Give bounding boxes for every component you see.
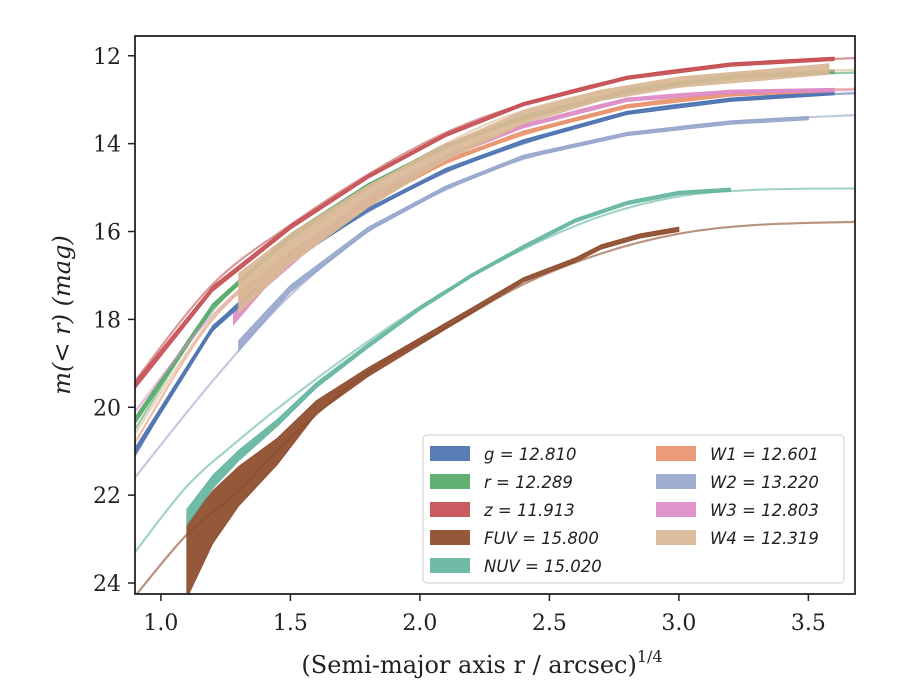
legend-label: r = 12.289 [484, 473, 573, 492]
legend-label: W1 = 12.601 [710, 445, 819, 464]
series-nuv [135, 187, 855, 553]
y-tick-label: 16 [93, 221, 121, 246]
series-w2-band [238, 115, 809, 353]
legend-item-g: g = 12.810 [430, 445, 577, 464]
legend-label: NUV = 15.020 [484, 557, 602, 576]
legend-swatch [656, 530, 696, 545]
x-tick-label: 1.5 [273, 611, 308, 636]
legend-label: g = 12.810 [484, 445, 577, 464]
legend-label: z = 11.913 [483, 501, 575, 520]
x-tick-label: 2.0 [402, 611, 437, 636]
legend-item-z: z = 11.913 [430, 501, 575, 520]
legend-swatch [430, 502, 470, 517]
legend-item-w2: W2 = 13.220 [656, 473, 819, 492]
legend-label: FUV = 15.800 [484, 529, 599, 548]
x-tick-label: 3.5 [791, 611, 826, 636]
series-z-fit-line [135, 56, 855, 382]
legend-swatch [656, 502, 696, 517]
y-tick-label: 18 [93, 308, 121, 333]
legend-swatch [656, 446, 696, 461]
legend-item-fuv: FUV = 15.800 [430, 529, 599, 548]
series-w2 [135, 113, 855, 479]
legend-item-w4: W4 = 12.319 [656, 529, 819, 548]
legend-swatch [430, 558, 470, 573]
y-tick-label: 12 [93, 45, 121, 70]
y-tick-label: 14 [93, 133, 121, 158]
series-fuv-band [186, 226, 680, 594]
x-tick-label: 3.0 [661, 611, 696, 636]
y-tick-label: 20 [93, 396, 121, 421]
legend-item-w1: W1 = 12.601 [656, 445, 819, 464]
series-w4 [135, 63, 855, 435]
ticks-layer: 1.0 1.5 2.0 2.5 3.0 3.5 12 14 16 18 20 22 24 [93, 45, 826, 636]
x-axis-label: (Semi-major axis r / arcsec)1/4 [301, 647, 662, 679]
y-tick-label: 24 [93, 572, 121, 597]
x-axis-label-superscript: 1/4 [637, 647, 663, 666]
plot-frame [134, 35, 856, 595]
x-tick-label: 1.0 [143, 611, 178, 636]
legend-item-w3: W3 = 12.803 [656, 501, 819, 520]
y-tick-label: 22 [93, 484, 121, 509]
legend-swatch [430, 530, 470, 545]
legend-label: W3 = 12.803 [710, 501, 819, 520]
legend-item-r: r = 12.289 [430, 473, 573, 492]
series-z-band [135, 56, 835, 390]
series-layer [135, 56, 855, 594]
series-z [135, 56, 855, 390]
legend-box [422, 434, 845, 584]
series-w4-band [238, 63, 830, 314]
series-fuv [135, 220, 855, 594]
legend-label: W2 = 13.220 [710, 473, 819, 492]
legend-swatch [656, 474, 696, 489]
legend-swatch [430, 474, 470, 489]
x-tick-label: 2.5 [532, 611, 567, 636]
legend-item-nuv: NUV = 15.020 [430, 557, 602, 576]
y-axis-label: m(< r) (mag) [48, 235, 76, 394]
legend-label: W4 = 12.319 [710, 529, 819, 548]
legend-swatch [430, 446, 470, 461]
series-nuv-band [186, 187, 732, 527]
legend: g = 12.810 r = 12.289 z = 11.913 FUV = 15.8… [422, 434, 845, 584]
